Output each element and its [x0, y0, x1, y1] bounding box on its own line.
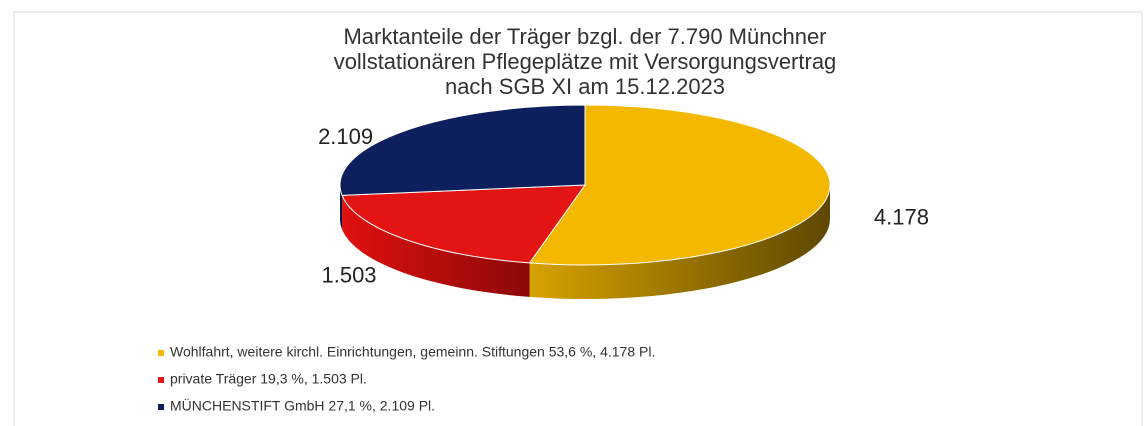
legend-label: MÜNCHENSTIFT GmbH 27,1 %, 2.109 Pl.	[170, 397, 435, 414]
pie-slice	[339, 104, 586, 196]
pie-side	[529, 185, 830, 299]
pie-side	[340, 185, 343, 230]
legend-swatch	[158, 404, 164, 410]
chart-title: vollstationären Pflegeplätze mit Versorg…	[334, 49, 837, 74]
frame	[13, 11, 1143, 426]
data-label: 1.503	[321, 263, 376, 288]
chart-title: nach SGB XI am 15.12.2023	[445, 74, 725, 99]
pie-slice	[341, 184, 587, 264]
legend-swatch	[158, 377, 164, 383]
legend-swatch	[158, 350, 164, 356]
data-label: 4.178	[874, 205, 929, 230]
pie-side	[342, 195, 530, 297]
chart-title: Marktanteile der Träger bzgl. der 7.790 …	[343, 24, 826, 49]
pie-slice	[528, 104, 831, 266]
data-label: 2.109	[318, 124, 373, 149]
legend-label: Wohlfahrt, weitere kirchl. Einrichtungen…	[170, 344, 655, 360]
legend-label: private Träger 19,3 %, 1.503 Pl.	[170, 371, 367, 387]
